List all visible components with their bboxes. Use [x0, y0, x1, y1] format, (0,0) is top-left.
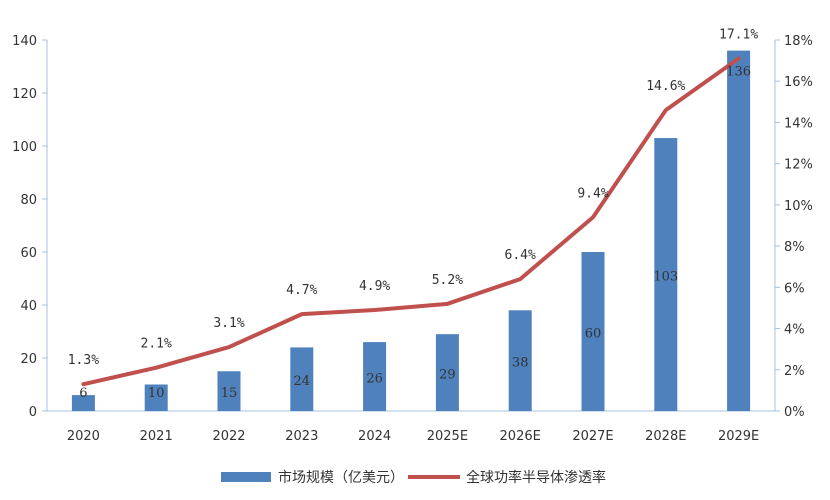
x-tick-label: 2023 [285, 429, 318, 444]
rate-value-label: 4.9% [359, 279, 390, 294]
bar-series [71, 50, 751, 412]
rate-value-label: 4.7% [286, 283, 317, 298]
bar [217, 371, 241, 411]
bar-value-label: 38 [512, 356, 529, 371]
axes: 0 20 40 60 80 100 120 140 0% 2% 4% 6% 8% 10% 12% 14% 16%… [12, 34, 813, 444]
y-left-tick-label: 40 [20, 299, 37, 314]
bar [654, 138, 678, 412]
legend-swatch-bar [221, 472, 271, 482]
data-labels: 6 10 15 24 26 29 38 60 103 136 1.3% 2.1% 3.1% 4.7% 4.9… [68, 28, 759, 402]
bar-value-label: 29 [439, 368, 456, 383]
rate-value-label: 9.4% [577, 186, 608, 201]
x-tick-label: 2024 [358, 429, 391, 444]
rate-value-label: 17.1% [719, 28, 758, 43]
x-tick-label: 2021 [140, 429, 173, 444]
bar [363, 342, 387, 411]
bar-value-label: 103 [653, 270, 678, 285]
bar [144, 384, 168, 411]
y-right-tick-label: 10% [784, 199, 813, 214]
rate-value-label: 2.1% [141, 337, 172, 352]
bar-value-label: 10 [148, 386, 165, 401]
y-left-tick-label: 120 [12, 87, 37, 102]
bar [727, 50, 751, 411]
x-tick-label: 2020 [67, 429, 100, 444]
x-tick-label: 2026E [500, 429, 541, 444]
y-left-tick-label: 140 [12, 34, 37, 49]
bar [290, 347, 314, 411]
bar [435, 334, 459, 411]
y-right-tick-label: 2% [784, 364, 805, 379]
y-right-tick-label: 6% [784, 281, 805, 296]
x-tick-label: 2029E [718, 429, 759, 444]
x-tick-label: 2028E [645, 429, 686, 444]
y-left-tick-label: 0 [29, 405, 37, 420]
bar-value-label: 60 [585, 327, 602, 342]
x-tick-label: 2022 [212, 429, 245, 444]
bar-value-label: 24 [294, 374, 311, 389]
x-tick-label: 2025E [427, 429, 468, 444]
legend-label-line: 全球功率半导体渗透率 [466, 469, 606, 486]
y-right-tick-label: 14% [784, 116, 813, 131]
y-left-tick-label: 60 [20, 246, 37, 261]
rate-value-label: 3.1% [213, 316, 244, 331]
y-right-tick-label: 0% [784, 405, 805, 420]
bar [508, 310, 532, 411]
bar-value-label: 136 [726, 65, 751, 80]
x-tick-label: 2027E [572, 429, 613, 444]
bar-value-label: 6 [79, 386, 87, 401]
bar [71, 395, 95, 411]
rate-line [81, 56, 741, 387]
y-right-tick-label: 12% [784, 158, 813, 173]
bar [581, 252, 605, 411]
rate-value-label: 5.2% [432, 273, 463, 288]
y-right-tick-label: 18% [784, 34, 813, 49]
rate-value-label: 1.3% [68, 353, 99, 368]
legend-label-bar: 市场规模（亿美元） [278, 469, 404, 486]
rate-value-label: 6.4% [505, 248, 536, 263]
y-left-tick-label: 20 [20, 352, 37, 367]
rate-value-label: 14.6% [646, 79, 685, 94]
y-left-tick-label: 80 [20, 193, 37, 208]
y-right-tick-label: 8% [784, 240, 805, 255]
y-right-tick-label: 16% [784, 75, 813, 90]
line-series [81, 56, 741, 387]
legend: 市场规模（亿美元） 全球功率半导体渗透率 [221, 469, 606, 486]
y-left-tick-label: 100 [12, 140, 37, 155]
bar-value-label: 15 [221, 386, 238, 401]
y-right-tick-label: 4% [784, 323, 805, 338]
bar-value-label: 26 [366, 372, 383, 387]
